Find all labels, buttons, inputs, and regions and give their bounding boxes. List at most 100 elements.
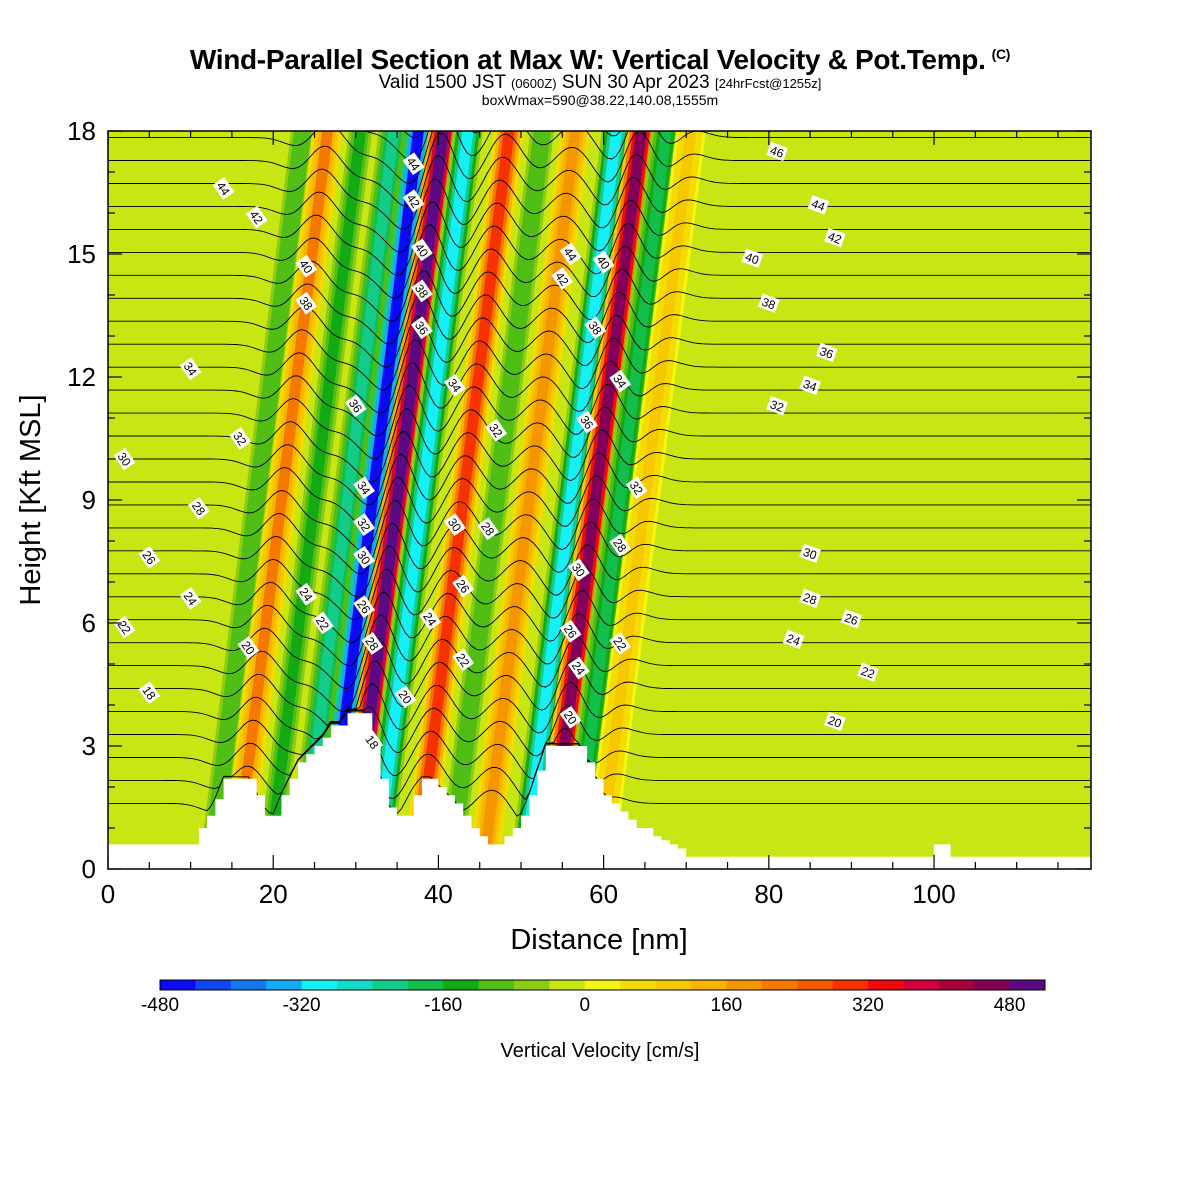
contour-label-25: 40 — [411, 238, 433, 262]
colorbar-swatch — [903, 980, 940, 990]
isentrope-36 — [108, 314, 1091, 391]
contour-label-22: 18 — [361, 730, 384, 754]
x-tick-label: 40 — [424, 879, 453, 909]
contour-label-52: 38 — [757, 293, 780, 313]
x-tick-label: 60 — [589, 879, 618, 909]
colorbar-swatch — [691, 980, 727, 990]
contour-label-21: 20 — [394, 685, 417, 709]
colorbar-swatch — [372, 980, 409, 990]
contour-label-text: 44 — [810, 196, 828, 214]
velocity-band-1-3 — [229, 131, 333, 869]
contour-label-31: 28 — [477, 517, 499, 541]
isentrope-26 — [108, 544, 1091, 621]
contour-label-bg — [444, 513, 466, 536]
contour-label-55: 32 — [766, 396, 788, 416]
colorbar-tick-label: -480 — [141, 995, 179, 1016]
contour-label-58: 26 — [840, 609, 863, 629]
contour-label-bg — [857, 662, 879, 682]
contour-label-bg — [402, 152, 425, 176]
contour-label-text: 34 — [801, 377, 819, 395]
isentrope-38 — [108, 269, 1091, 345]
contour-label-bg — [419, 607, 442, 631]
contour-label-30: 30 — [444, 513, 466, 536]
colorbar-tick-label: 160 — [711, 995, 743, 1016]
contour-label-35: 44 — [559, 242, 582, 266]
y-axis-label: Height [Kft MSL] — [15, 394, 47, 605]
contour-label-bg — [559, 705, 582, 729]
colorbar-swatch — [938, 980, 975, 990]
contour-label-bg — [840, 609, 863, 629]
contour-label-bg — [138, 546, 161, 569]
velocity-band-3-3 — [296, 131, 400, 869]
contour-label-bg — [138, 681, 161, 705]
contour-label-text: 36 — [818, 344, 836, 362]
contour-label-bg — [245, 205, 268, 229]
contour-label-bg — [295, 582, 318, 606]
contour-label-text: 40 — [743, 250, 761, 268]
contour-label-57: 28 — [799, 588, 821, 609]
velocity-band-11-3 — [543, 131, 647, 869]
colorbar-tick-label: -160 — [424, 995, 462, 1016]
contour-label-text: 30 — [801, 545, 819, 563]
contour-label-bg — [551, 267, 574, 290]
contour-label-bg — [113, 447, 136, 471]
chart-title: Wind-Parallel Section at Max W: Vertical… — [0, 44, 1200, 76]
contour-label-bg — [229, 427, 252, 450]
contour-label-bg — [559, 242, 582, 266]
contour-label-text: 46 — [768, 143, 786, 161]
contour-label-bg — [824, 711, 846, 732]
contour-label-bg — [757, 293, 780, 313]
isentrope-35 — [108, 337, 1091, 414]
contour-label-bg — [353, 513, 375, 536]
contour-label-59: 24 — [782, 629, 805, 650]
contour-label-bg — [344, 394, 367, 418]
isentrope-39 — [108, 245, 1091, 322]
isentrope-30 — [108, 452, 1091, 529]
isentrope-41 — [108, 200, 1091, 276]
contour-label-7: 28 — [188, 496, 210, 520]
contour-label-24: 42 — [402, 189, 425, 213]
contour-label-9: 24 — [179, 587, 202, 610]
contour-label-53: 36 — [815, 342, 838, 363]
contour-label-34: 22 — [452, 648, 475, 672]
contour-label-36: 42 — [551, 267, 574, 290]
contour-label-bg — [444, 373, 466, 397]
colorbar-swatch — [761, 980, 798, 990]
contour-label-5: 32 — [229, 427, 252, 450]
contour-label-bg — [237, 636, 260, 659]
contour-label-28: 34 — [444, 373, 466, 397]
contour-label-17: 32 — [353, 513, 375, 536]
terrain — [108, 713, 1091, 869]
contour-label-51: 40 — [741, 248, 764, 268]
valid-time: Valid 1500 JST (0600Z) SUN 30 Apr 2023 [… — [0, 72, 1200, 94]
forecast-info: [24hrFcst@1255z] — [714, 76, 822, 91]
contour-label-45: 24 — [567, 656, 590, 680]
contour-label-bg — [609, 632, 632, 655]
contour-label-bg — [815, 342, 838, 363]
colorbar-swatch — [620, 980, 657, 990]
contour-label-18: 30 — [353, 546, 375, 569]
contour-label-50: 42 — [824, 227, 846, 248]
colorbar-swatch — [726, 980, 763, 990]
contour-label-text: 42 — [826, 229, 844, 247]
isentrope-43 — [108, 153, 1091, 230]
contour-label-bg — [741, 248, 764, 268]
isentrope-45 — [108, 131, 1091, 185]
contour-label-bg — [353, 595, 375, 618]
x-tick-label: 100 — [912, 879, 955, 909]
contour-label-bg — [799, 375, 821, 395]
contour-label-text: 26 — [843, 611, 861, 629]
isentrope-25 — [108, 567, 1091, 644]
contour-label-bg — [782, 629, 805, 650]
contour-label-bg — [179, 357, 202, 381]
contour-label-0: 44 — [212, 177, 235, 200]
colorbar-swatch — [266, 980, 303, 990]
y-tick-label: 15 — [67, 239, 96, 269]
contour-label-60: 22 — [857, 662, 879, 682]
copyright-mark: (C) — [991, 45, 1011, 62]
contour-label-bg — [567, 558, 590, 582]
contour-label-bg — [452, 574, 475, 598]
colorbar-tick-label: 0 — [580, 995, 591, 1016]
contour-label-bg — [567, 656, 590, 680]
